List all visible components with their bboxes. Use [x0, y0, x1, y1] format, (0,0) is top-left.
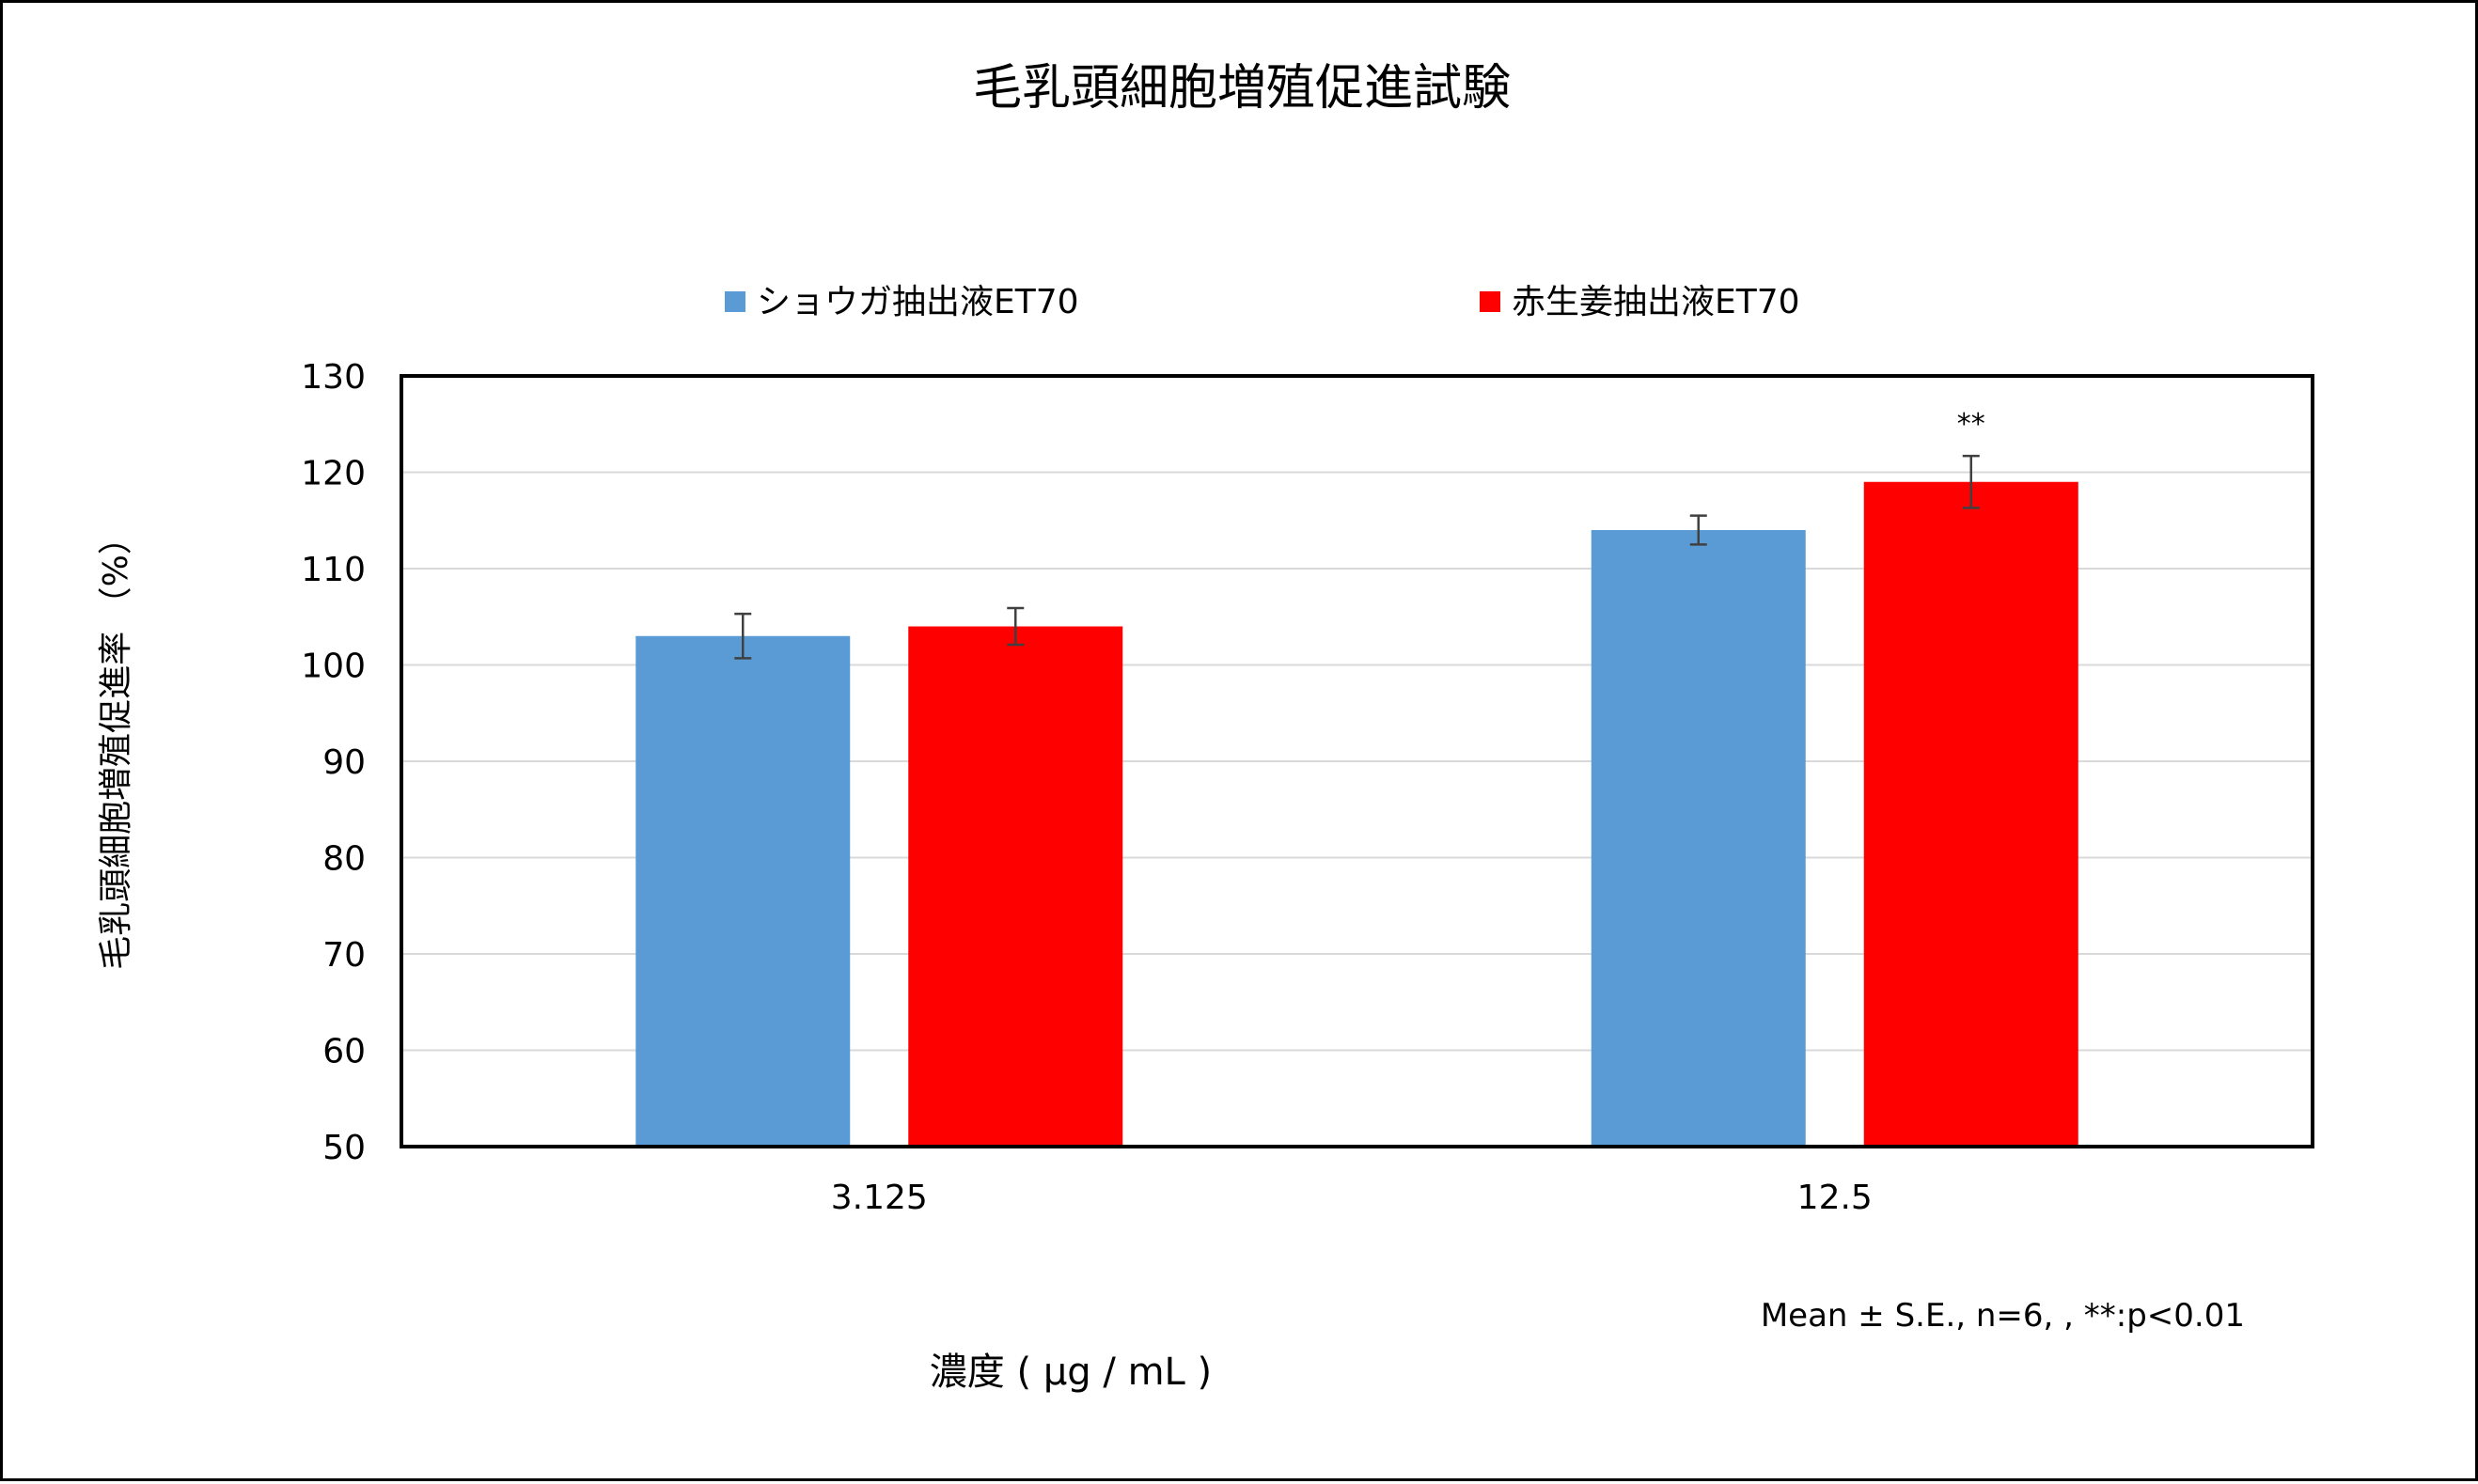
- y-tick-label: 100: [301, 648, 366, 686]
- significance-marks: **: [1957, 408, 1985, 441]
- x-axis-label: 濃度 ( µg / mL ): [930, 1351, 1212, 1394]
- legend-swatch: [725, 291, 745, 312]
- x-tick-label: 3.125: [831, 1179, 928, 1217]
- bar: [635, 635, 851, 1147]
- legend-label: 赤生姜抽出液ET70: [1512, 283, 1800, 321]
- error-bars: [734, 454, 1980, 660]
- chart-title: 毛乳頭細胞増殖促進試験: [973, 60, 1511, 117]
- y-tick-label: 60: [322, 1033, 366, 1071]
- statistics-note: Mean ± S.E., n=6, , **:p<0.01: [1761, 1297, 2245, 1335]
- legend-swatch: [1480, 291, 1500, 312]
- x-tick-label: 12.5: [1797, 1179, 1873, 1217]
- bar-chart: 毛乳頭細胞増殖促進試験 ショウガ抽出液ET70 赤生姜抽出液ET70 ** 50 6…: [97, 60, 2314, 1394]
- bar: [1863, 481, 2078, 1147]
- bar: [908, 626, 1123, 1147]
- y-axis-label: 毛乳頭細胞増殖促進率 （%）: [97, 521, 135, 970]
- bar: [1591, 530, 1806, 1147]
- plot-area-border: [400, 374, 2314, 1148]
- y-tick-label: 90: [322, 743, 366, 782]
- y-tick-label: 50: [322, 1129, 366, 1167]
- x-axis-tick-labels: 3.125 12.5: [831, 1179, 1873, 1217]
- legend-label: ショウガ抽出液ET70: [757, 283, 1079, 321]
- y-axis-tick-labels: 50 60 70 80 90 100 110 120 130: [301, 358, 366, 1167]
- legend: ショウガ抽出液ET70 赤生姜抽出液ET70: [725, 283, 1800, 321]
- y-tick-label: 120: [301, 455, 366, 493]
- bars: [635, 481, 2078, 1147]
- y-tick-label: 130: [301, 358, 366, 397]
- y-tick-label: 80: [322, 840, 366, 879]
- y-tick-label: 110: [301, 551, 366, 589]
- y-tick-label: 70: [322, 936, 366, 975]
- significance-mark: **: [1957, 408, 1985, 441]
